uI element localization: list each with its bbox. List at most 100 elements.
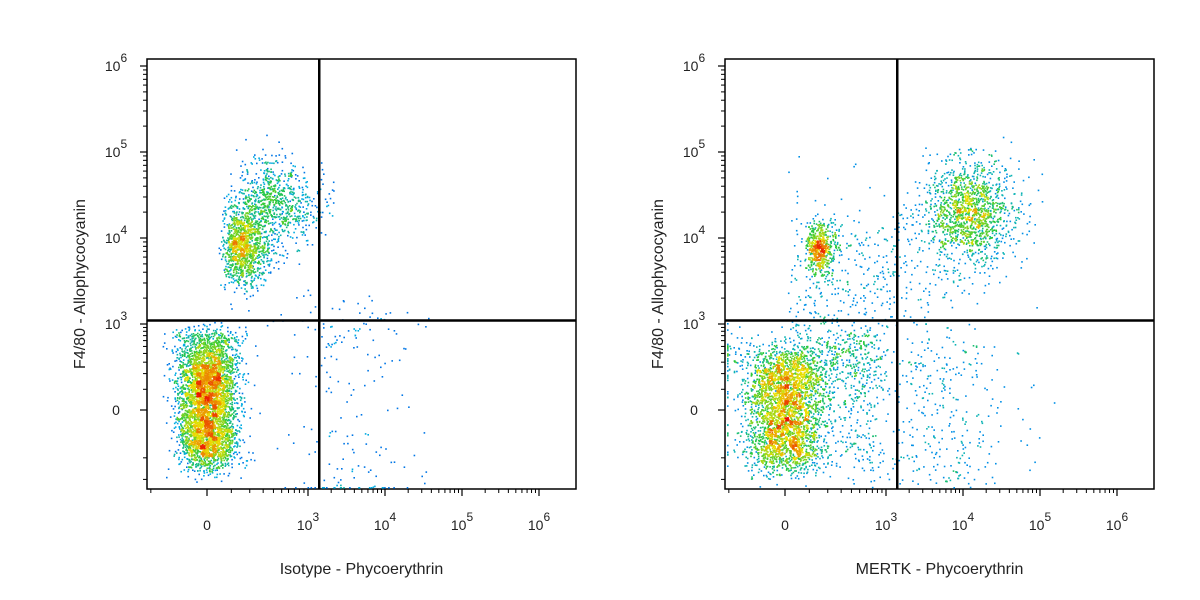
scatter-point (185, 393, 187, 396)
scatter-point (184, 328, 187, 330)
scatter-point (353, 328, 355, 330)
scatter-point (190, 412, 193, 415)
scatter-point (268, 247, 271, 249)
scatter-point (250, 226, 252, 228)
scatter-point (208, 338, 210, 340)
scatter-point (297, 222, 300, 224)
scatter-point (269, 272, 272, 274)
scatter-point (232, 348, 234, 351)
scatter-point (229, 397, 231, 399)
scatter-point (273, 213, 276, 215)
scatter-point (206, 391, 209, 393)
scatter-point (270, 213, 272, 216)
scatter-point (213, 416, 216, 419)
scatter-point (234, 442, 236, 444)
scatter-point (280, 173, 283, 175)
scatter-point (196, 451, 199, 453)
scatter-point (238, 208, 241, 210)
scatter-point (403, 347, 405, 350)
scatter-point (225, 357, 227, 360)
scatter-point (291, 191, 294, 193)
scatter-point (173, 427, 176, 429)
scatter-point (239, 265, 242, 267)
scatter-point (245, 203, 248, 205)
scatter-point (185, 438, 188, 440)
scatter-point (225, 337, 228, 340)
scatter-point (230, 394, 233, 396)
scatter-point (227, 326, 229, 329)
scatter-point (190, 381, 193, 384)
scatter-point (198, 456, 200, 459)
scatter-point (198, 349, 201, 352)
scatter-point (258, 231, 261, 233)
scatter-point (276, 196, 279, 198)
scatter-point (198, 354, 200, 356)
scatter-point (277, 193, 280, 196)
scatter-point (216, 447, 219, 450)
scatter-point (190, 363, 193, 365)
scatter-point (199, 344, 201, 346)
scatter-point (252, 294, 254, 297)
scatter-point (232, 205, 234, 208)
scatter-point (245, 270, 248, 272)
scatter-point (263, 244, 266, 246)
scatter-point (203, 458, 205, 460)
scatter-point (229, 407, 231, 410)
scatter-point (207, 342, 209, 344)
scatter-point (176, 452, 178, 454)
scatter-point (192, 449, 194, 452)
scatter-point (200, 466, 202, 469)
scatter-point (228, 346, 230, 348)
scatter-point (231, 259, 234, 261)
scatter-point (238, 198, 241, 200)
scatter-point (216, 339, 218, 342)
scatter-point (224, 363, 227, 365)
scatter-point (216, 439, 219, 441)
scatter-point (224, 212, 227, 214)
scatter-point (188, 455, 191, 457)
scatter-point (260, 209, 262, 212)
scatter-point (406, 311, 409, 314)
scatter-point (252, 191, 254, 193)
scatter-point (292, 193, 294, 196)
scatter-point (200, 362, 203, 365)
scatter-point (367, 471, 370, 473)
scatter-point (260, 204, 263, 206)
scatter-point (281, 213, 283, 215)
scatter-point (218, 336, 220, 338)
scatter-point (396, 407, 399, 410)
scatter-point (233, 212, 236, 214)
scatter-point (213, 459, 215, 461)
scatter-point (229, 366, 232, 368)
scatter-point (369, 316, 371, 318)
scatter-point (232, 239, 235, 241)
scatter-point (262, 193, 264, 196)
scatter-point (219, 416, 221, 418)
scatter-point (271, 196, 274, 198)
scatter-point (240, 270, 242, 273)
scatter-point (244, 338, 247, 340)
scatter-point (220, 451, 222, 453)
scatter-point (225, 260, 228, 263)
scatter-point (250, 198, 252, 200)
scatter-point (183, 337, 186, 339)
scatter-point (184, 369, 186, 371)
scatter-point (190, 399, 192, 401)
scatter-point (266, 134, 268, 137)
scatter-point (326, 201, 328, 203)
scatter-point (224, 340, 226, 343)
scatter-point (278, 178, 280, 180)
scatter-point (206, 457, 209, 459)
scatter-point (262, 284, 265, 287)
scatter-point (264, 236, 267, 238)
scatter-point (246, 282, 248, 285)
scatter-point (182, 344, 185, 347)
scatter-point (309, 199, 311, 202)
scatter-point (216, 459, 219, 462)
scatter-point (275, 216, 278, 218)
scatter-point (206, 467, 209, 470)
scatter-point (275, 201, 277, 204)
scatter-point (239, 229, 242, 231)
scatter-point (231, 265, 233, 267)
scatter-point (306, 356, 309, 358)
